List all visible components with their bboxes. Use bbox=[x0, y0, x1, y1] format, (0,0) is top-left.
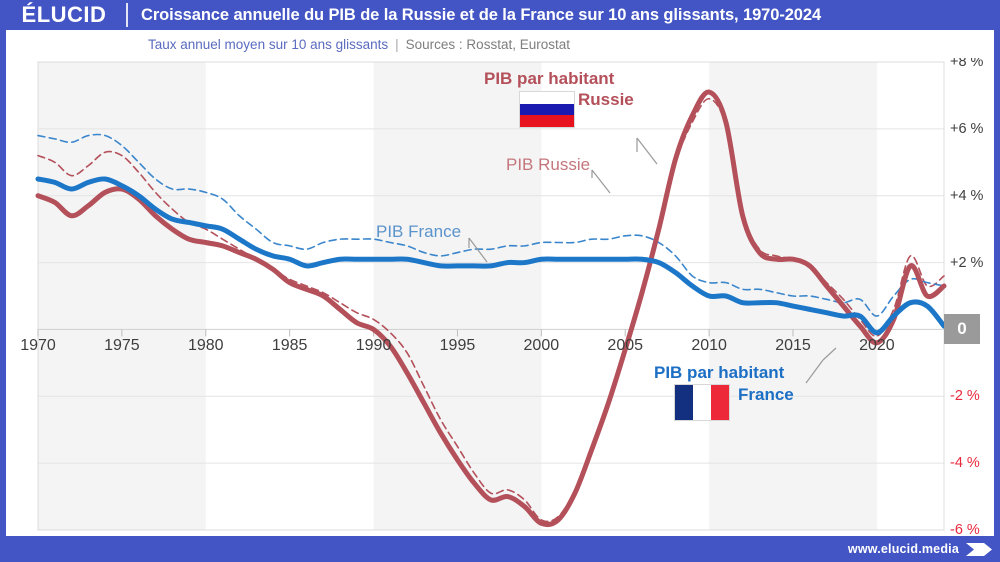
annotation-france-per-capita-line2: France bbox=[738, 385, 794, 404]
y-tick-label: +2 % bbox=[950, 254, 984, 271]
annotation-leader-line bbox=[636, 137, 658, 165]
annotation-russia-per-capita-line1: PIB par habitant bbox=[484, 69, 615, 88]
x-tick-label: 2000 bbox=[523, 337, 560, 355]
series-line bbox=[35, 176, 947, 336]
annotation-france-per-capita-line1: PIB par habitant bbox=[654, 363, 785, 382]
zero-baseline-badge: 0 bbox=[944, 314, 980, 345]
x-tick-label: 2020 bbox=[859, 337, 895, 355]
logo-divider bbox=[126, 3, 128, 27]
x-tick-label: 1970 bbox=[20, 337, 56, 355]
series-line bbox=[37, 97, 945, 523]
france-flag-icon bbox=[674, 384, 730, 421]
page-title: Croissance annuelle du PIB de la Russie … bbox=[141, 5, 822, 24]
annotation-russia-per-capita-line2: Russie bbox=[578, 90, 634, 109]
sources-text: Sources : Rosstat, Eurostat bbox=[405, 36, 570, 52]
elucid-logo: ÉLUCID bbox=[0, 0, 128, 30]
chart-canvas: 1970 1975 1980 1985 1990 1995 2000 2005 2010 2015… bbox=[6, 58, 994, 536]
x-tick-label: 2010 bbox=[691, 337, 727, 355]
x-tick-label: 1980 bbox=[187, 337, 224, 355]
annotation-france-gdp: PIB France bbox=[376, 222, 462, 241]
x-tick-label: 1985 bbox=[271, 337, 308, 355]
footer-url[interactable]: www.elucid.media bbox=[847, 542, 959, 556]
x-tick-label: 1995 bbox=[439, 337, 476, 355]
x-tick-label: 2005 bbox=[607, 337, 644, 355]
annotation-russia-gdp: PIB Russie bbox=[506, 155, 591, 174]
subtitle-text: Taux annuel moyen sur 10 ans glissants bbox=[148, 36, 389, 52]
annotation-leader-line bbox=[591, 169, 611, 194]
subtitle-bar: Taux annuel moyen sur 10 ans glissants |… bbox=[6, 30, 994, 58]
annotation-leader-line bbox=[805, 359, 824, 384]
chart-svg bbox=[35, 61, 947, 531]
series-line bbox=[35, 89, 947, 528]
header-bar: ÉLUCID Croissance annuelle du PIB de la … bbox=[0, 0, 1000, 30]
elucid-arrow-icon bbox=[966, 542, 992, 556]
x-tick-label: 1990 bbox=[355, 337, 392, 355]
y-tick-label: -2 % bbox=[950, 388, 980, 405]
y-tick-label: -4 % bbox=[950, 455, 980, 472]
y-tick-label: +6 % bbox=[950, 120, 984, 137]
logo-text: ÉLUCID bbox=[21, 2, 107, 27]
subtitle-separator: | bbox=[395, 36, 399, 52]
x-tick-label: 1975 bbox=[104, 337, 140, 355]
footer-bar: www.elucid.media bbox=[0, 536, 1000, 562]
x-tick-label: 2015 bbox=[775, 337, 811, 355]
series-line bbox=[37, 133, 945, 317]
y-tick-label: +4 % bbox=[950, 187, 984, 204]
y-tick-label: +8 % bbox=[950, 58, 984, 70]
y-tick-label: -6 % bbox=[950, 522, 980, 536]
annotation-leader-line bbox=[822, 347, 837, 361]
russia-flag-icon bbox=[519, 91, 575, 128]
annotation-leader-line bbox=[468, 237, 488, 263]
